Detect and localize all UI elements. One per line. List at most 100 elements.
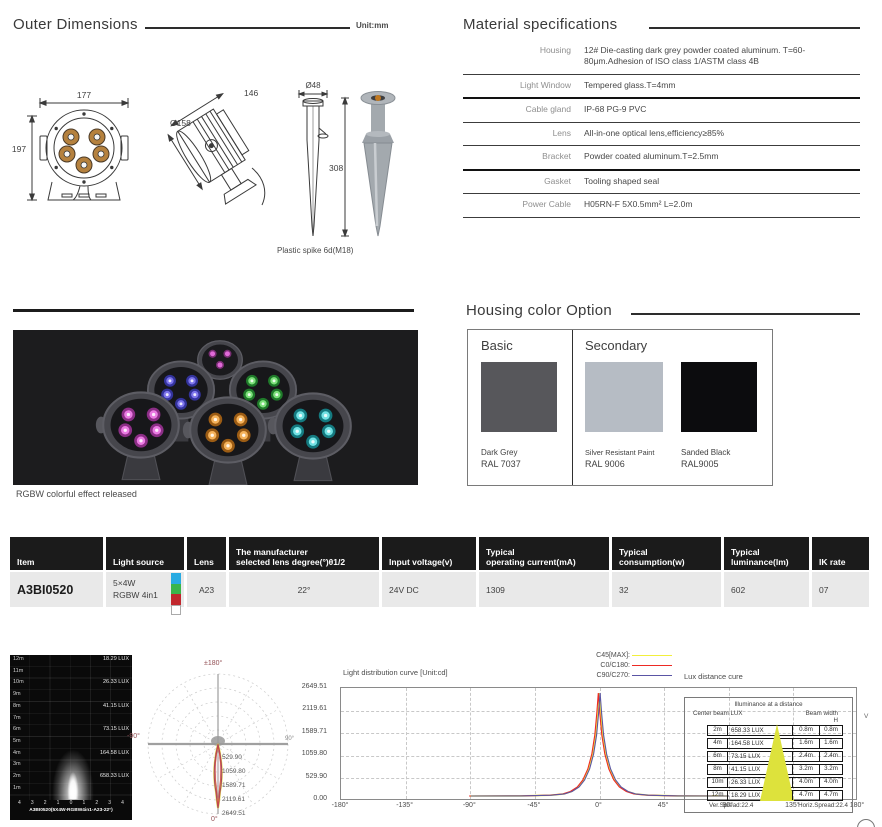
col-center-beam: Center beam LUX	[693, 710, 743, 717]
lux-h: 0.8m	[792, 726, 819, 735]
product-photo	[13, 330, 418, 485]
lux-distance: 4m	[708, 739, 728, 748]
material-row: Lens All-in-one optical lens,efficiency≥…	[463, 123, 860, 147]
distribution-chart-title: Light distribution curve [Unit:cd]	[343, 668, 448, 677]
lux-value: 41.15 LUX	[731, 766, 761, 773]
lux-h: 2.4m	[792, 752, 819, 761]
polar-radial-tick: 1589.71	[222, 782, 246, 789]
spike-caption: Plastic spike 6d(M18)	[277, 246, 354, 255]
gridline	[728, 688, 730, 799]
unit-label: Unit:mm	[356, 21, 389, 30]
gridline	[341, 733, 856, 735]
y-tick: 0.00	[313, 795, 327, 802]
swatch-silver	[585, 362, 663, 432]
legend-entry-c45: C45[MAX]:	[522, 650, 672, 660]
y-tick: 1059.80	[301, 750, 327, 757]
polar-radial-tick: 2119.61	[222, 796, 246, 803]
material-label: Light Window	[519, 79, 571, 90]
cell-luminance: 602	[724, 572, 809, 607]
material-row: Power Cable H05RN-F 5X0.5mm² L=2.0m	[463, 194, 860, 218]
light-source-line2: RGBW 4in1	[113, 589, 158, 600]
side-view-drawing: Ø158 146	[167, 88, 266, 206]
cell-operating-current: 1309	[479, 572, 609, 607]
legend-line-red	[632, 664, 672, 666]
scale-tick: 1	[56, 800, 60, 806]
beam-row-label: 6m	[13, 726, 21, 733]
header-ik-rate: IK rate	[812, 537, 869, 570]
legend-line-purple	[632, 674, 672, 676]
spec-table-header-row: Item Light source Lens The manufacturer …	[10, 537, 869, 570]
lux-h: 4.7m	[792, 791, 819, 800]
col-v: V	[864, 713, 869, 720]
beam-row-label: 2m	[13, 773, 21, 779]
scale-tick: 0	[69, 800, 73, 806]
light-source-line1: 5×4W	[113, 578, 136, 589]
gridline	[664, 688, 666, 799]
beam-lux-label: 73.15 LUX	[103, 726, 129, 733]
header-text: Input voltage(v)	[389, 556, 453, 567]
material-value: Powder coated aluminum.T=2.5mm	[584, 151, 719, 162]
distribution-plot-area	[340, 687, 857, 800]
spike-drawing: Ø48 308	[297, 81, 349, 238]
x-tick: 45°	[657, 802, 669, 809]
material-row: Housing 12# Die-casting dark grey powder…	[463, 40, 860, 75]
polar-grid	[147, 673, 289, 815]
gridline	[405, 688, 407, 799]
lux-distance: 8m	[708, 765, 728, 774]
beam-cone-graphic	[760, 724, 794, 801]
beam-distance-image: 12m 11m 10m 9m 8m 7m 6m 5m 4m 3m 2m 1m 1…	[10, 655, 132, 820]
scale-tick: 1	[82, 800, 86, 806]
material-row: Gasket Tooling shaped seal	[463, 171, 860, 195]
y-tick: 1589.71	[301, 728, 327, 735]
y-tick: 529.90	[305, 773, 327, 780]
swatch-sanded-black	[681, 362, 757, 432]
spec-table-data-row: A3BI0520 5×4W RGBW 4in1 A23 22° 24V DC 1…	[10, 570, 869, 615]
polar-radial-tick: 2649.51	[222, 810, 246, 817]
material-label: Gasket	[544, 175, 571, 186]
header-text: Item	[17, 556, 35, 567]
beam-core	[66, 753, 80, 799]
lux-value: 18.29 LUX	[731, 792, 761, 799]
x-tick: 180°	[849, 802, 865, 809]
material-specifications-rule	[649, 27, 860, 29]
material-value: H05RN-F 5X0.5mm² L=2.0m	[584, 199, 693, 210]
housing-color-title: Housing color Option	[466, 302, 613, 319]
material-value: All-in-one optical lens,efficiency≥85%	[584, 127, 725, 138]
material-row: Light Window Tempered glass.T=4mm	[463, 75, 860, 100]
housing-color-box: Basic Secondary Dark Grey RAL 7037 Silve…	[467, 329, 773, 486]
spotlights-illustration	[95, 340, 352, 485]
header-text: Light source	[113, 556, 165, 567]
lux-distance-section: Lux distance cure Illuminance at a dista…	[682, 670, 882, 827]
housing-color-rule	[631, 313, 860, 315]
beam-row-label: 9m	[13, 691, 21, 698]
header-lens-degree: The manufacturer selected lens degree(°)…	[229, 537, 379, 570]
header-light-source: Light source	[106, 537, 184, 570]
legend-label: C45[MAX]:	[596, 651, 630, 659]
header-text: consumption(w)	[619, 556, 685, 567]
material-label: Power Cable	[522, 199, 571, 210]
beam-lux-label: 18.29 LUX	[103, 656, 129, 662]
beam-lux-label: 26.33 LUX	[103, 679, 129, 686]
header-text: selected lens degree(°)θ1/2	[236, 556, 346, 567]
header-input-voltage: Input voltage(v)	[382, 537, 476, 570]
polar-left-label: -90°	[127, 733, 140, 740]
x-tick: 135°	[785, 802, 800, 809]
lux-v: 1.6m	[819, 739, 842, 748]
header-text: operating current(mA)	[486, 556, 576, 567]
secondary-label: Secondary	[585, 338, 648, 353]
beam-row-label: 11m	[13, 667, 24, 674]
beam-row-label: 10m	[13, 679, 24, 686]
beam-caption: A3BI0520(5X4W-RGBW4in1-A23-22°)	[29, 808, 113, 813]
beam-row-label: 7m	[13, 714, 21, 721]
gridline	[599, 688, 601, 799]
x-tick: 90°	[722, 802, 734, 809]
lux-table-box: Illuminance at a distance Center beam LU…	[684, 697, 853, 813]
polar-right-label: 90°	[285, 736, 295, 742]
lux-h: 1.6m	[792, 739, 819, 748]
x-tick: -180°	[331, 802, 349, 809]
lux-v: 3.2m	[819, 765, 842, 774]
led-swatch-blue	[170, 573, 181, 584]
lux-v: 2.4m	[819, 752, 842, 761]
scale-tick: 3	[30, 800, 34, 806]
